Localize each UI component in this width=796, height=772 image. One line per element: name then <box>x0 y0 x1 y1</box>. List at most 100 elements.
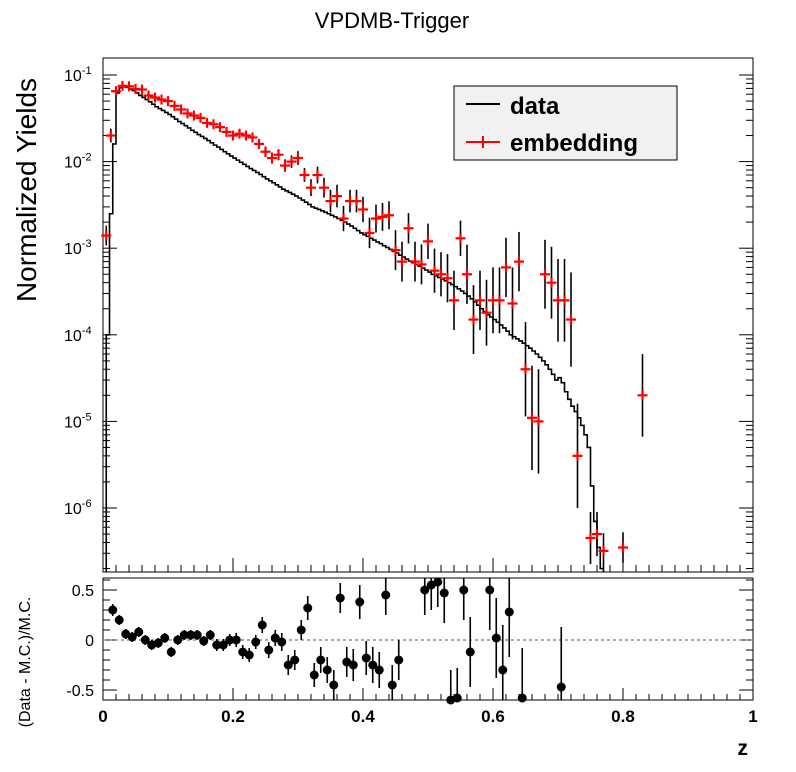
ratio-point <box>329 670 339 700</box>
embedding-point <box>208 119 219 130</box>
embedding-point <box>299 168 310 182</box>
ratio-point <box>270 630 280 646</box>
ratio-marker <box>218 640 228 650</box>
bottom-x-tick-label: 0.2 <box>221 707 245 726</box>
ratio-marker <box>504 607 514 617</box>
bottom-y-tick-label: 0.5 <box>72 583 94 600</box>
embedding-point <box>572 403 583 508</box>
ratio-point <box>160 633 170 643</box>
embedding-point <box>371 204 381 233</box>
embedding-point <box>351 189 362 213</box>
ratio-point <box>231 633 241 647</box>
bottom-axes: -0.500.50 0.2 0.4 0.6 0.8 1 <box>66 579 758 726</box>
bottom-x-tick-label: 0 <box>98 707 107 726</box>
embedding-point <box>156 94 167 105</box>
ratio-point <box>303 596 313 620</box>
embedding-point <box>137 84 147 95</box>
embedding-point <box>182 108 193 119</box>
embedding-point <box>442 254 453 303</box>
ratio-point <box>381 578 391 615</box>
ratio-point <box>264 642 274 658</box>
ratio-point <box>296 620 306 640</box>
embedding-point <box>507 267 518 340</box>
ratio-marker <box>134 627 144 637</box>
ratio-point <box>368 647 378 683</box>
x-axis-label: z <box>738 737 749 760</box>
ratio-marker <box>465 647 475 657</box>
ratio-point <box>153 638 163 648</box>
embedding-point <box>267 152 277 164</box>
ratio-marker <box>160 633 170 643</box>
embedding-point <box>169 100 180 111</box>
ratio-marker <box>387 680 397 690</box>
ratio-marker <box>140 635 150 645</box>
top-y-axis-label: Normalized Yields <box>11 78 42 302</box>
ratio-marker <box>498 665 508 675</box>
embedding-point <box>377 202 388 231</box>
embedding-point <box>598 533 609 569</box>
embedding-point <box>273 149 284 161</box>
ratio-marker <box>199 636 209 646</box>
top-axes: 10-6 10-5 10-4 10-3 10-2 10-1 <box>64 65 754 572</box>
embedding-point <box>455 220 466 257</box>
ratio-point <box>355 585 365 619</box>
embedding-point <box>260 146 271 157</box>
ratio-marker <box>212 640 222 650</box>
ratio-marker <box>290 655 300 665</box>
embedding-point <box>423 223 433 260</box>
ratio-marker <box>394 655 404 665</box>
embedding-point <box>358 196 368 223</box>
embedding-point <box>449 270 459 330</box>
ratio-point <box>134 627 144 637</box>
ratio-point <box>251 635 261 649</box>
embedding-point <box>416 244 427 285</box>
embedding-point <box>364 217 375 249</box>
ratio-point <box>504 578 514 657</box>
ratio-point <box>290 650 300 670</box>
embedding-point <box>254 138 264 149</box>
ratio-marker <box>108 605 118 615</box>
embedding-point <box>533 369 544 474</box>
ratio-series <box>108 577 566 705</box>
ratio-point <box>179 630 189 640</box>
embedding-point <box>189 110 199 121</box>
embedding-point <box>559 259 570 342</box>
embedding-point <box>215 122 225 133</box>
ratio-marker <box>231 635 241 645</box>
embedding-point <box>520 322 531 417</box>
ratio-marker <box>439 588 449 598</box>
ratio-point <box>439 578 449 623</box>
ratio-marker <box>264 645 274 655</box>
ratio-marker <box>322 665 332 675</box>
data-histogram-line <box>105 86 605 572</box>
chart-title: VPDMB-Trigger <box>315 8 469 33</box>
ratio-marker <box>186 630 196 640</box>
ratio-point <box>498 625 508 700</box>
ratio-marker <box>173 635 183 645</box>
ratio-point <box>322 657 332 683</box>
embedding-point <box>481 279 492 346</box>
ratio-marker <box>303 603 313 613</box>
embedding-point <box>527 365 537 470</box>
ratio-point <box>225 634 235 646</box>
legend: data embedding <box>453 85 678 161</box>
ratio-marker <box>420 585 430 595</box>
ratio-point <box>108 604 118 616</box>
top-y-tick-label: 10-3 <box>64 238 92 258</box>
embedding-point <box>150 92 160 103</box>
ratio-marker <box>374 665 384 675</box>
embedding-point <box>241 130 251 141</box>
embedding-point <box>475 270 485 330</box>
embedding-point <box>195 112 206 123</box>
embedding-point <box>410 241 420 282</box>
embedding-series <box>101 80 648 569</box>
ratio-marker <box>485 585 495 595</box>
bottom-x-tick-label: 1 <box>748 707 757 726</box>
top-y-tick-label: 10-1 <box>64 65 92 85</box>
bottom-y-tick-label: -0.5 <box>66 683 94 700</box>
ratio-marker <box>381 590 391 600</box>
embedding-point <box>403 212 414 244</box>
ratio-point <box>114 615 124 625</box>
ratio-marker <box>316 655 326 665</box>
